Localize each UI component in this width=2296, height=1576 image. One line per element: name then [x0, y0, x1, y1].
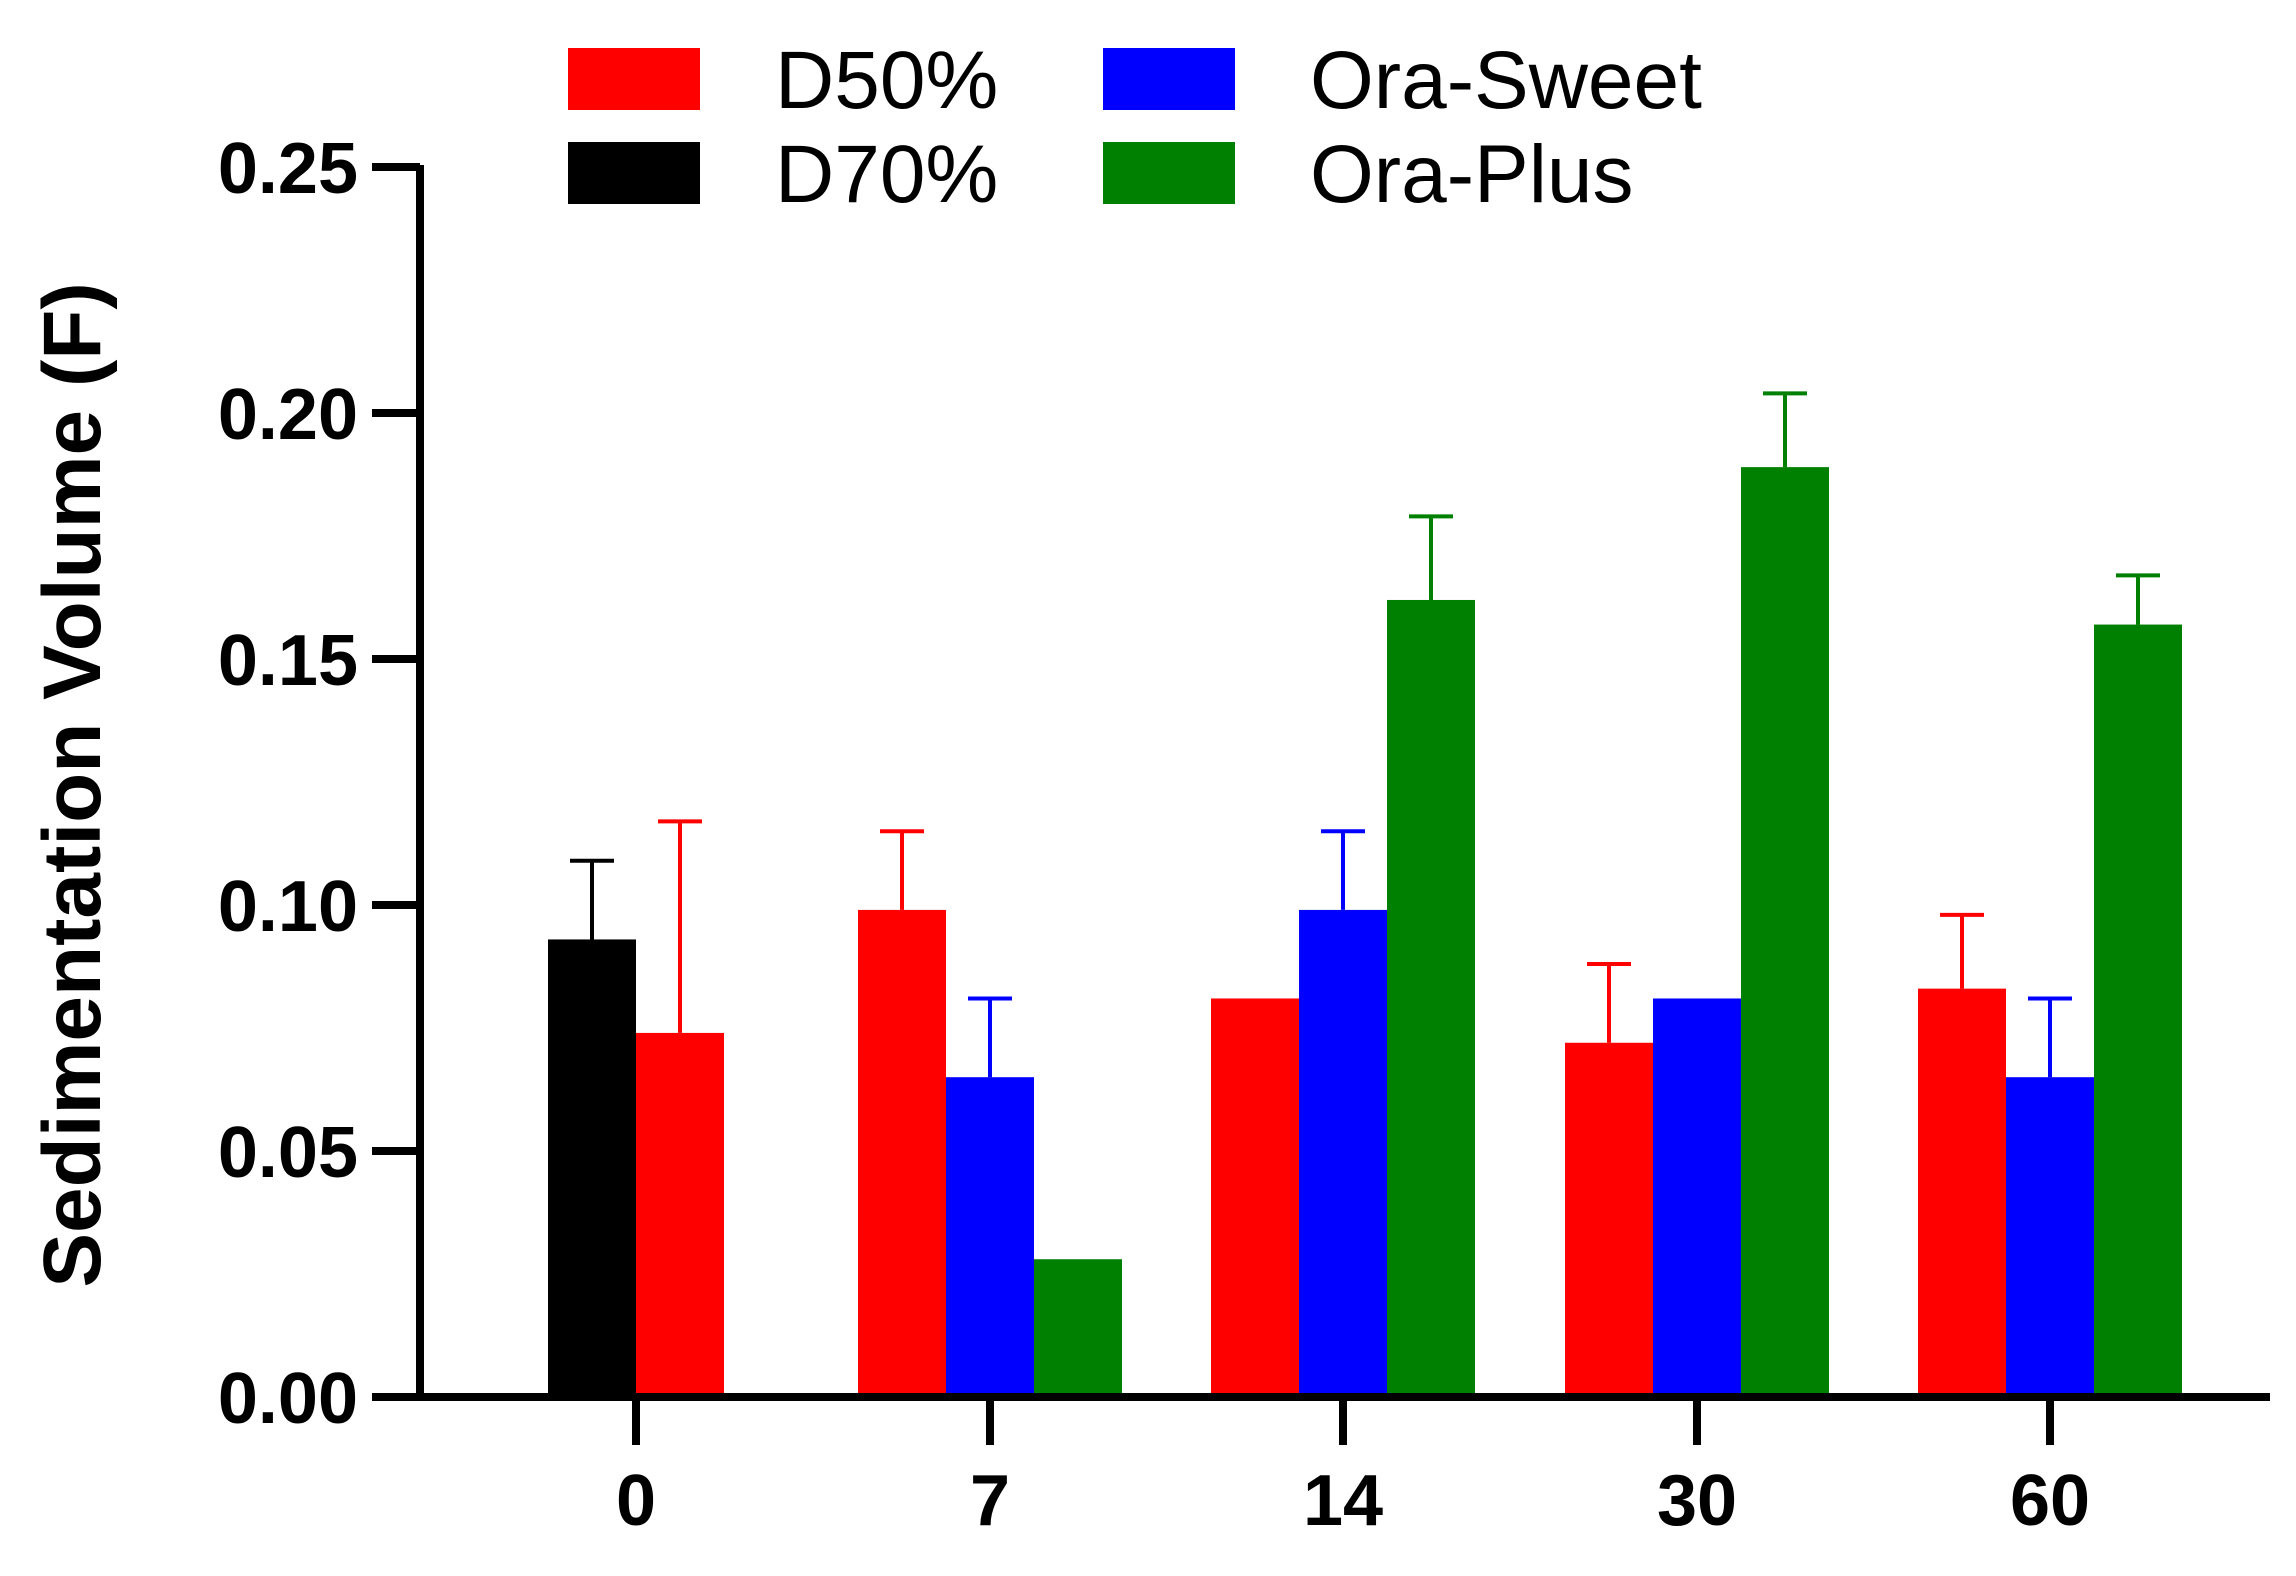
error-bar-d70--day-0	[570, 861, 614, 940]
bar-ora-plus-day-14	[1387, 600, 1475, 1397]
error-bar-ora-sweet-day-7	[968, 998, 1012, 1077]
legend-label-d70-: D70%	[775, 129, 998, 220]
error-bar-d50--day-60	[1940, 915, 1984, 989]
y-axis-title: Sedimentation Volume (F)	[27, 282, 118, 1287]
bar-ora-plus-day-60	[2094, 625, 2182, 1397]
bar-chart: Sedimentation Volume (F) 0.00 0.05 0.10 0.1…	[0, 0, 2296, 1576]
y-tick-label-0.05: 0.05	[218, 1113, 358, 1193]
bars-layer	[548, 393, 2182, 1397]
error-bar-ora-plus-day-30	[1763, 393, 1807, 467]
legend-swatch-d70-	[568, 142, 700, 204]
bar-ora-sweet-day-7	[946, 1077, 1034, 1397]
bar-d50--day-14	[1211, 998, 1299, 1397]
bar-d50--day-30	[1565, 1043, 1653, 1397]
bar-ora-plus-day-30	[1741, 467, 1829, 1397]
legend-swatch-ora-plus	[1103, 142, 1235, 204]
legend-swatch-d50-	[568, 48, 700, 110]
bar-d50--day-60	[1918, 989, 2006, 1397]
bar-ora-sweet-day-60	[2006, 1077, 2094, 1397]
bar-ora-sweet-day-14	[1299, 910, 1387, 1397]
bar-d50--day-0	[636, 1033, 724, 1397]
x-tick-label-14: 14	[1303, 1461, 1383, 1541]
y-tick-label-0.20: 0.20	[218, 375, 358, 455]
error-bar-ora-sweet-day-60	[2028, 998, 2072, 1077]
bar-d70--day-0	[548, 939, 636, 1397]
legend-label-ora-plus: Ora-Plus	[1310, 129, 1634, 220]
bar-ora-plus-day-7	[1034, 1259, 1122, 1397]
error-bar-d50--day-0	[658, 821, 702, 1033]
legend-swatch-ora-sweet	[1103, 48, 1235, 110]
error-bar-ora-plus-day-60	[2116, 575, 2160, 624]
bar-d50--day-7	[858, 910, 946, 1397]
error-bar-d50--day-30	[1587, 964, 1631, 1043]
x-tick-label-7: 7	[970, 1461, 1010, 1541]
bar-ora-sweet-day-30	[1653, 998, 1741, 1397]
chart-root: Sedimentation Volume (F) 0.00 0.05 0.10 0.1…	[0, 0, 2296, 1576]
y-tick-label-0.25: 0.25	[218, 129, 358, 209]
error-bar-d50--day-7	[880, 831, 924, 910]
legend: D50% Ora-Sweet D70% Ora-Plus	[568, 35, 1702, 220]
x-tick-label-30: 30	[1657, 1461, 1737, 1541]
x-tick-label-0: 0	[616, 1461, 656, 1541]
x-tick-label-60: 60	[2010, 1461, 2090, 1541]
y-tick-label-0.15: 0.15	[218, 621, 358, 701]
y-tick-label-0.00: 0.00	[218, 1359, 358, 1439]
legend-label-d50-: D50%	[775, 35, 998, 126]
y-tick-label-0.10: 0.10	[218, 867, 358, 947]
error-bar-ora-sweet-day-14	[1321, 831, 1365, 910]
error-bar-ora-plus-day-14	[1409, 516, 1453, 600]
legend-label-ora-sweet: Ora-Sweet	[1310, 35, 1702, 126]
